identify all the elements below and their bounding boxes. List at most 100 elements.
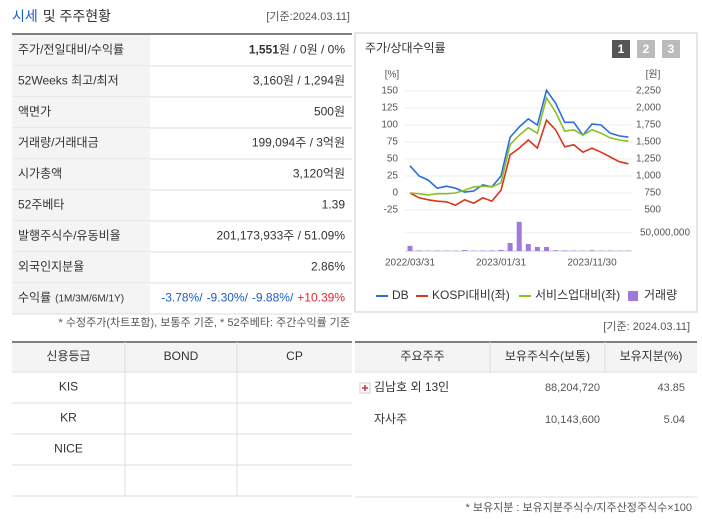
- holder-name: 김남호 외 13인: [374, 380, 449, 394]
- period-button[interactable]: [662, 40, 680, 58]
- period-button-label[interactable]: 3: [668, 42, 675, 56]
- value-part: 원 / 0원 / 0%: [279, 43, 345, 57]
- volume-bar: [462, 250, 468, 251]
- row-label: 주가/전일대비/수익률: [18, 43, 124, 57]
- value-text: 1.39: [322, 198, 346, 212]
- agency-name: NICE: [54, 442, 83, 456]
- period-button[interactable]: [612, 40, 630, 58]
- value-text: 500원: [314, 105, 345, 119]
- y2-tick-label: 2,000: [636, 103, 661, 114]
- volume-bar: [562, 250, 568, 251]
- x-tick-label: 2023/11/30: [567, 258, 617, 269]
- value-part: -9.30%/: [207, 291, 249, 305]
- title-highlight: 시세: [12, 8, 38, 24]
- header-row: [355, 343, 697, 372]
- series-line: [409, 95, 629, 196]
- volume-bar: [498, 249, 504, 251]
- holder-shares: 10,143,600: [545, 414, 600, 426]
- row-value: 3,160원 / 1,294원: [253, 74, 345, 88]
- label-text: 수익률: [18, 291, 51, 305]
- y-tick-label: 125: [381, 103, 398, 114]
- row-value: 500원: [314, 105, 345, 119]
- volume-bar: [589, 250, 595, 251]
- label-text: 시가총액: [18, 167, 62, 181]
- shareholder-date: [기준: 2024.03.11]: [603, 320, 690, 333]
- label-text: 거래량/거래대금: [18, 136, 99, 150]
- label-cell: [12, 97, 150, 128]
- value-part: -9.88%/: [252, 291, 294, 305]
- row-value: 1.39: [322, 198, 346, 212]
- row-label: 시가총액: [18, 167, 62, 181]
- period-button[interactable]: [637, 40, 655, 58]
- section-title: 시세 및 주주현황: [12, 8, 111, 24]
- row-value: 3,120억원: [293, 167, 345, 181]
- label-text: 52주베타: [18, 198, 64, 212]
- chart-title: 주가/상대수익률: [365, 41, 446, 55]
- volume-tick-label: 50,000,000: [640, 227, 690, 238]
- column-header: 보유주식수(보통): [505, 349, 590, 363]
- row-label: 발행주식수/유동비율: [18, 228, 121, 243]
- row-label: 52주베타: [18, 198, 64, 212]
- label-cell: [12, 252, 150, 283]
- row-value: 201,173,933주 / 51.09%: [217, 229, 346, 243]
- row-value: 2.86%: [311, 260, 345, 274]
- y2-tick-label: 1,000: [636, 171, 661, 182]
- row-value: 199,094주 / 3억원: [252, 136, 345, 150]
- y2-tick-label: 750: [644, 188, 661, 199]
- legend-label: 거래량: [644, 288, 677, 302]
- chart-box: [354, 32, 698, 313]
- volume-bar: [507, 242, 513, 251]
- y-tick-label: -25: [384, 205, 399, 216]
- volume-bar: [416, 250, 422, 251]
- x-tick-label: 2022/03/31: [385, 258, 435, 269]
- column-header: 주요주주: [400, 349, 444, 363]
- y-tick-label: 75: [387, 137, 399, 148]
- y-tick-label: 100: [381, 120, 398, 131]
- period-button-label[interactable]: 1: [618, 42, 625, 56]
- label-text: 발행주식수/유동비율: [18, 228, 121, 243]
- volume-bar: [489, 250, 495, 251]
- value-text: 2.86%: [311, 260, 345, 274]
- x-tick-label: 2023/01/31: [476, 258, 526, 269]
- column-header: CP: [286, 349, 303, 363]
- label-cell: [12, 35, 150, 66]
- agency-name: KR: [60, 411, 77, 425]
- holder-ratio: 43.85: [657, 382, 685, 394]
- shareholder-note: * 보유지분 : 보유지분주식수/지주산정주식수×100: [466, 501, 693, 514]
- y-tick-label: 0: [392, 188, 398, 199]
- value-part: -3.78%/: [161, 291, 203, 305]
- holder-name: 자사주: [374, 412, 407, 426]
- row-label: 외국인지분율: [18, 260, 84, 274]
- agency-name: KIS: [59, 380, 78, 394]
- row-value: 1,551원 / 0원 / 0%: [249, 43, 345, 57]
- series-line: [409, 88, 629, 193]
- column-header: 보유지분(%): [620, 349, 683, 363]
- label-text: 52Weeks 최고/최저: [18, 74, 119, 88]
- volume-bar: [516, 221, 522, 251]
- y2-tick-label: 1,500: [636, 137, 661, 148]
- label-cell: [12, 159, 150, 190]
- period-button-label[interactable]: 2: [643, 42, 650, 56]
- holder-shares: 88,204,720: [545, 382, 600, 394]
- price-note: * 수정주가(차트포함), 보통주 기준, * 52주베타: 주간수익률 기준: [59, 316, 350, 329]
- column-header: 신용등급: [46, 349, 90, 363]
- label-cell: [12, 66, 150, 97]
- value-text: 199,094주 / 3억원: [252, 136, 345, 150]
- label-sub: (1M/3M/6M/1Y): [55, 293, 124, 304]
- y2-tick-label: 1,250: [636, 154, 661, 165]
- label-cell: [12, 283, 150, 314]
- volume-bar: [544, 246, 549, 251]
- label-text: 주가/전일대비/수익률: [18, 43, 124, 57]
- expand-icon-plus[interactable]: [362, 385, 368, 391]
- y2-tick-label: 2,250: [636, 86, 661, 97]
- legend-label: KOSPI대비(좌): [432, 288, 510, 302]
- title-rest: 및 주주현황: [43, 8, 111, 24]
- label-text: 액면가: [18, 105, 51, 119]
- y2-axis-label: [원]: [646, 69, 661, 81]
- value-text: 3,160원 / 1,294원: [253, 74, 345, 88]
- label-text: 외국인지분율: [18, 260, 84, 274]
- row-value: -3.78%/ -9.30%/-9.88%/+10.39%: [161, 291, 345, 305]
- base-date: [기준:2024.03.11]: [266, 10, 350, 23]
- y2-tick-label: 1,750: [636, 120, 661, 131]
